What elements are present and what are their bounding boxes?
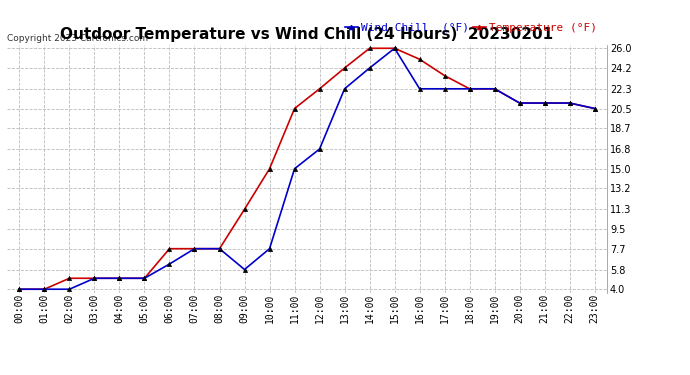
Legend: Wind Chill  (°F), Temperature (°F): Wind Chill (°F), Temperature (°F) <box>340 18 602 37</box>
Text: Copyright 2023 Cartronics.com: Copyright 2023 Cartronics.com <box>7 33 148 42</box>
Title: Outdoor Temperature vs Wind Chill (24 Hours)  20230201: Outdoor Temperature vs Wind Chill (24 Ho… <box>61 27 553 42</box>
